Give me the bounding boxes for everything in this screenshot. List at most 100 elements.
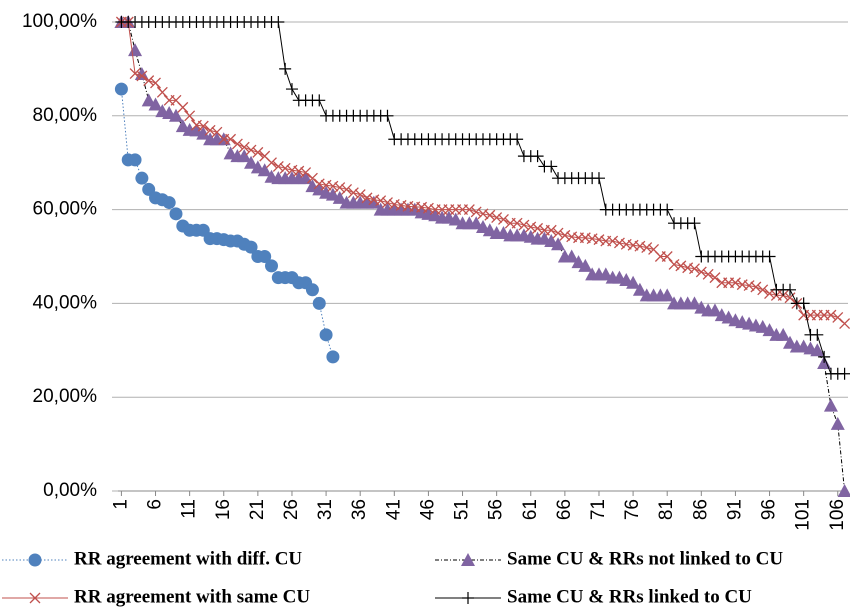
point [129, 68, 141, 80]
point [702, 268, 714, 280]
point [757, 284, 769, 296]
point [279, 162, 291, 174]
point [687, 296, 702, 310]
x-tick-label: 16 [213, 499, 234, 520]
point [244, 155, 259, 169]
series-line [120, 89, 334, 358]
point [511, 133, 524, 146]
point [811, 328, 824, 341]
point [837, 484, 850, 497]
x-tick-label: 46 [417, 499, 438, 520]
point [729, 277, 741, 289]
point [797, 297, 810, 310]
point [347, 187, 359, 199]
point [334, 182, 346, 194]
point [175, 119, 190, 133]
series-line [121, 21, 845, 324]
x-tick-label: 26 [281, 499, 302, 520]
point [823, 398, 838, 412]
point [484, 209, 496, 221]
point [225, 133, 237, 145]
point [661, 203, 674, 216]
x-tick-label: 86 [690, 499, 711, 520]
point [332, 190, 347, 204]
legend-marker [28, 553, 42, 567]
point [148, 97, 163, 111]
y-tick-label: 100,00% [22, 11, 97, 32]
point [477, 208, 489, 220]
point [341, 183, 353, 195]
point [169, 207, 183, 221]
point [312, 296, 326, 310]
series [114, 15, 850, 497]
point [838, 367, 850, 380]
point [641, 242, 653, 254]
point [525, 221, 537, 233]
point [632, 282, 647, 296]
x-tick-label: 91 [724, 499, 745, 520]
point [128, 43, 143, 57]
point [272, 160, 284, 172]
legend-label: Same CU & RRs not linked to CU [507, 548, 783, 569]
point [300, 167, 312, 179]
point [469, 216, 484, 230]
point [184, 110, 196, 122]
point [162, 196, 176, 210]
x-tick-label: 76 [622, 499, 643, 520]
legend-item: Same CU & RRs linked to CU [435, 586, 752, 607]
point [607, 235, 619, 247]
point [313, 94, 326, 107]
point [204, 124, 216, 136]
point [196, 126, 211, 140]
point [839, 318, 850, 330]
point [571, 255, 586, 269]
point [265, 259, 279, 273]
point [272, 16, 285, 28]
point [776, 327, 791, 341]
point [150, 77, 161, 89]
point [545, 224, 557, 236]
point [668, 259, 680, 270]
point [366, 195, 381, 209]
y-tick-label: 0,00% [43, 480, 97, 501]
point [470, 206, 482, 218]
point [498, 213, 509, 225]
point [518, 219, 530, 231]
point [114, 82, 128, 96]
legend-label: Same CU & RRs linked to CU [507, 586, 752, 607]
point [135, 171, 149, 185]
point [252, 146, 264, 158]
x-tick-label: 1 [110, 499, 131, 510]
point [783, 335, 798, 349]
point [661, 251, 673, 262]
point [784, 283, 797, 296]
x-tick-label: 31 [315, 499, 336, 520]
point [707, 303, 722, 317]
x-tick-label: 21 [247, 499, 268, 520]
point [593, 234, 605, 246]
point [382, 197, 393, 209]
point [319, 328, 333, 342]
point [326, 350, 340, 364]
series [115, 16, 850, 330]
legend-item: RR agreement with same CU [2, 586, 310, 607]
point [763, 250, 776, 263]
point [564, 249, 579, 263]
point [327, 180, 339, 192]
point [361, 192, 373, 204]
point [626, 275, 641, 289]
point [266, 157, 277, 169]
point [136, 70, 148, 82]
point [143, 75, 155, 87]
y-tick-label: 40,00% [33, 292, 98, 313]
x-tick-label: 101 [793, 499, 814, 531]
point [784, 292, 796, 304]
x-tick-label: 96 [759, 499, 780, 520]
point [141, 93, 156, 107]
legend-marker [462, 592, 474, 604]
y-tick-label: 60,00% [33, 199, 98, 220]
point [293, 165, 305, 177]
point [156, 86, 168, 98]
point [613, 237, 625, 249]
point [743, 280, 755, 292]
